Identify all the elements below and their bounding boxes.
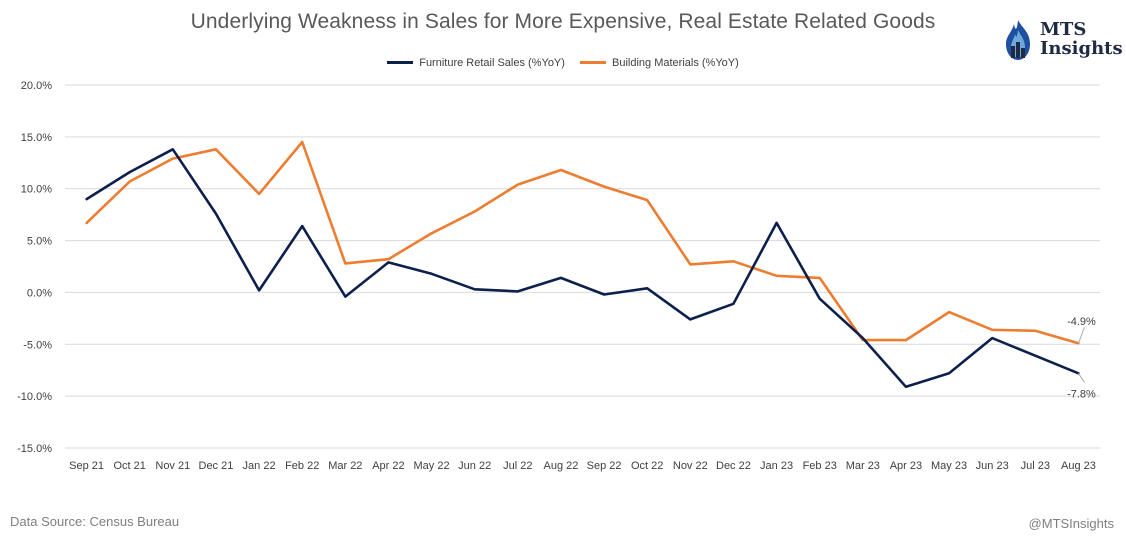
x-tick-label: Mar 22: [328, 460, 362, 472]
data-label: -4.9%: [1067, 316, 1096, 328]
x-tick-label: Sep 21: [69, 460, 104, 472]
data-label-leader: [1078, 373, 1085, 383]
x-tick-label: May 22: [414, 460, 450, 472]
x-tick-label: Oct 22: [631, 460, 663, 472]
y-tick-label: 20.0%: [21, 80, 52, 92]
legend-swatch-building: [580, 61, 606, 64]
data-label: -7.8%: [1067, 388, 1096, 400]
legend-label-furniture: Furniture Retail Sales (%YoY): [419, 56, 565, 69]
legend-swatch-furniture: [387, 61, 414, 64]
y-tick-label: 0.0%: [27, 287, 52, 299]
x-tick-label: Mar 23: [846, 460, 880, 472]
legend-item-building: Building Materials (%YoY): [580, 57, 739, 69]
flame-building-icon: [1006, 20, 1030, 60]
x-tick-label: Apr 23: [890, 460, 922, 472]
data-source: Data Source: Census Bureau: [10, 514, 180, 529]
x-tick-label: Jan 22: [243, 460, 276, 472]
y-tick-label: -10.0%: [17, 391, 52, 403]
x-tick-label: Aug 23: [1061, 460, 1096, 472]
logo-line2: Insights: [1040, 38, 1123, 59]
y-tick-label: -15.0%: [17, 443, 52, 455]
twitter-handle: @MTSInsights: [1028, 516, 1114, 531]
y-tick-label: 15.0%: [21, 132, 52, 144]
series-line-building: [85, 140, 1080, 345]
x-tick-label: Dec 22: [716, 460, 751, 472]
logo-line1: MTS: [1040, 19, 1087, 40]
x-tick-label: Sep 22: [587, 460, 622, 472]
x-tick-label: Nov 22: [673, 460, 708, 472]
x-tick-label: Jul 23: [1021, 460, 1050, 472]
x-tick-label: Apr 22: [372, 460, 404, 472]
x-tick-label: Jun 22: [458, 460, 491, 472]
chart-title: Underlying Weakness in Sales for More Ex…: [190, 10, 936, 33]
y-tick-label: 5.0%: [27, 236, 52, 248]
y-tick-label: -5.0%: [23, 339, 52, 351]
legend-item-furniture: Furniture Retail Sales (%YoY): [387, 57, 565, 69]
x-tick-label: Jun 23: [976, 460, 1009, 472]
x-tick-label: Aug 22: [544, 460, 579, 472]
x-tick-label: May 23: [931, 460, 967, 472]
series-line-furniture: [85, 148, 1080, 389]
x-tick-label: Feb 22: [285, 460, 319, 472]
mts-logo: MTS Insights: [1000, 18, 1123, 64]
x-tick-label: Dec 21: [199, 460, 234, 472]
legend: Furniture Retail Sales (%YoY) Building M…: [0, 55, 1126, 69]
logo-text: MTS Insights: [1040, 20, 1123, 58]
legend-label-building: Building Materials (%YoY): [612, 56, 739, 69]
data-label-leader: [1077, 327, 1085, 344]
y-tick-label: 10.0%: [21, 184, 52, 196]
x-tick-label: Feb 23: [803, 460, 837, 472]
x-tick-label: Jul 22: [503, 460, 532, 472]
x-tick-label: Nov 21: [155, 460, 190, 472]
x-tick-label: Jan 23: [760, 460, 793, 472]
x-tick-label: Oct 21: [113, 460, 145, 472]
